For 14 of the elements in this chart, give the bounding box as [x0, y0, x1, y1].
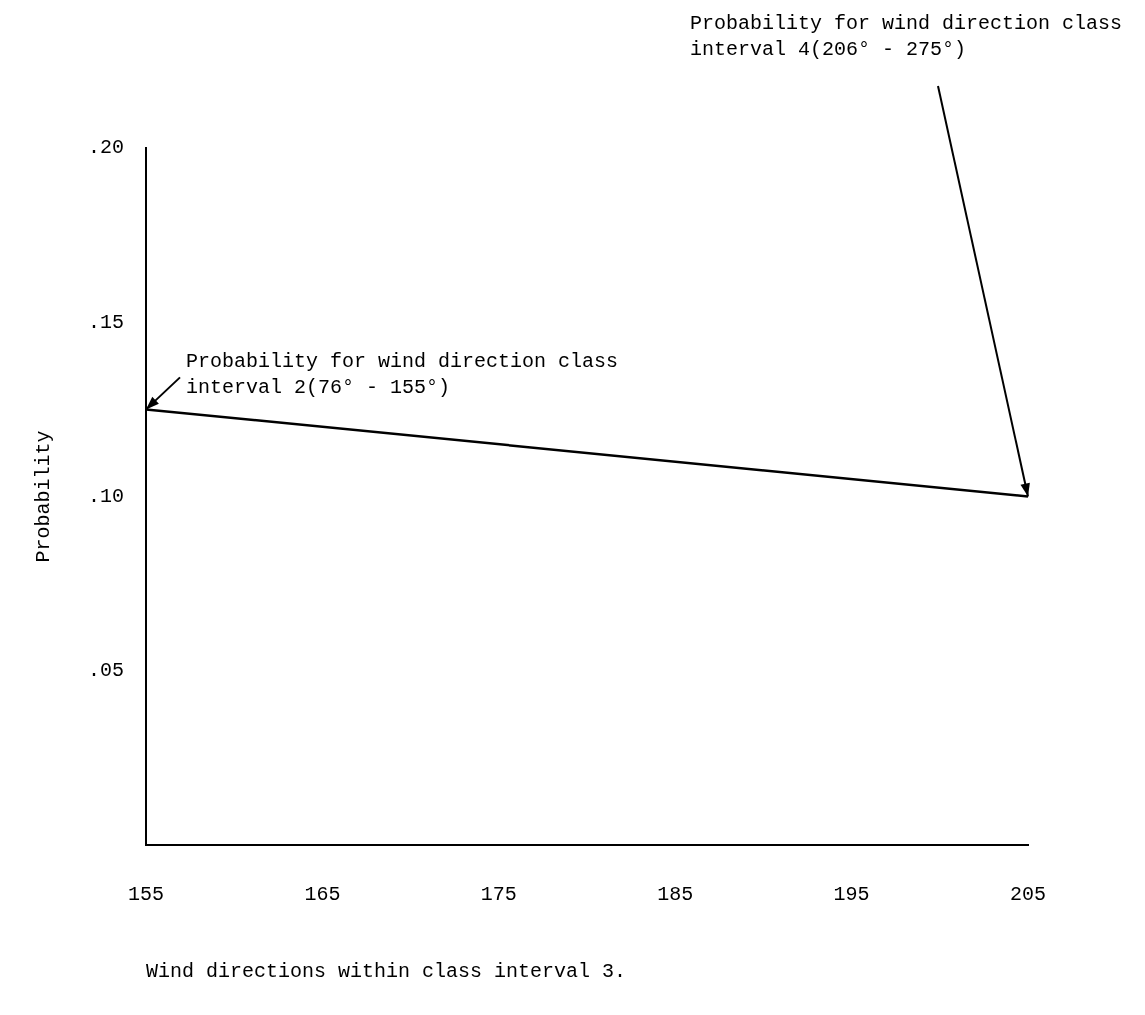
y-tick-label: .15 — [87, 310, 125, 334]
x-tick-label: 165 — [304, 883, 341, 907]
y-tick-label: .05 — [87, 659, 125, 683]
x-tick-label: 195 — [833, 883, 870, 907]
annotation: Probability for wind direction class interval 4(206° - 275°) — [689, 12, 1123, 62]
y-tick-label: .10 — [87, 484, 125, 508]
y-axis-title: Probability — [32, 430, 56, 563]
x-tick-label: 205 — [1009, 883, 1047, 907]
x-axis-title: Wind directions within class interval 3. — [146, 960, 627, 984]
x-tick-label: 175 — [480, 883, 517, 907]
annotation: Probability for wind direction class interval 2(76° - 155°) — [186, 349, 619, 399]
y-tick-label: .20 — [87, 136, 125, 160]
x-tick-label: 155 — [128, 883, 165, 907]
x-tick-label: 185 — [657, 883, 694, 907]
